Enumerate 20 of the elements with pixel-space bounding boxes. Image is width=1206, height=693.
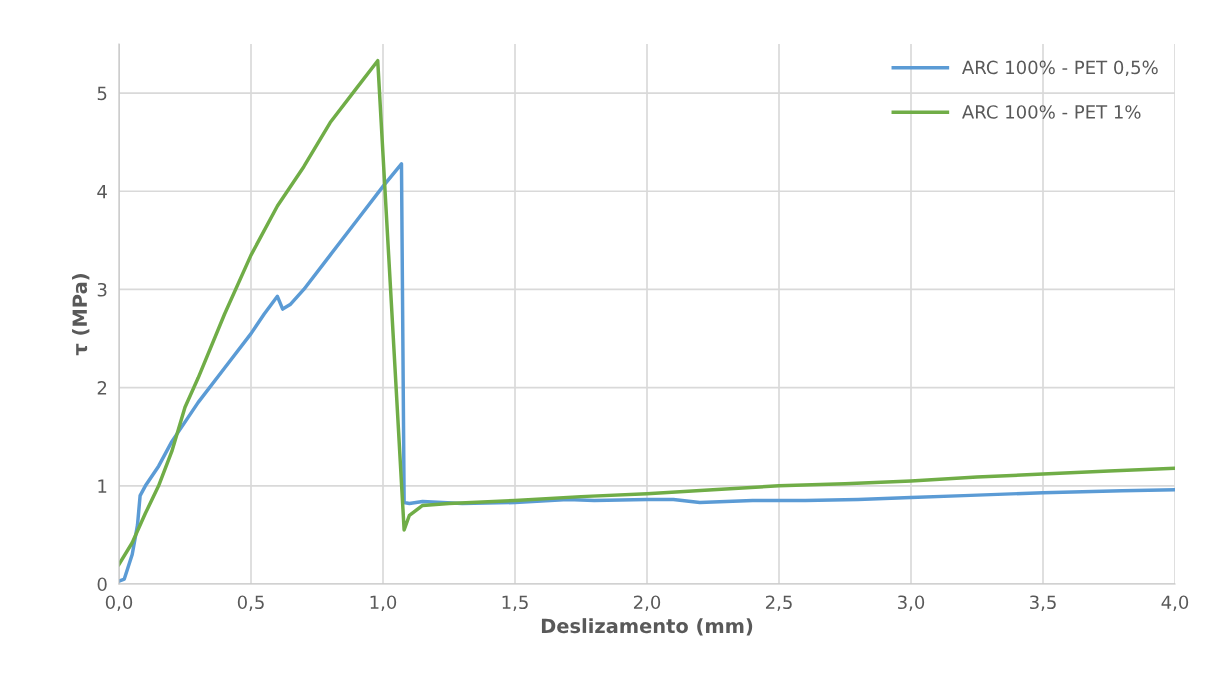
x-tick-label: 2,0	[633, 595, 661, 611]
x-tick-label: 0,5	[237, 595, 264, 611]
y-axis-title: τ (MPa)	[72, 274, 90, 356]
x-tick-label: 3,0	[898, 595, 925, 611]
y-tick-label: 0	[97, 577, 107, 592]
x-tick-label: 1,5	[502, 595, 528, 611]
x-tick-label: 4,0	[1161, 595, 1189, 611]
x-tick-label: 2,5	[765, 595, 792, 611]
x-tick-label: 3,5	[1030, 595, 1056, 611]
y-tick-label: 4	[97, 184, 107, 199]
x-tick-label: 0,0	[105, 595, 133, 611]
y-tick-label: 1	[98, 479, 107, 493]
y-tick-label: 5	[97, 86, 107, 101]
y-tick-label: 2	[97, 381, 107, 395]
x-tick-label: 1,0	[370, 595, 397, 611]
legend-label: ARC 100% - PET 0,5%	[962, 60, 1158, 77]
y-tick-label: 3	[97, 282, 107, 297]
legend-label: ARC 100% - PET 1%	[962, 105, 1141, 119]
x-axis-title: Deslizamento (mm)	[541, 618, 753, 636]
line-series	[119, 58, 1175, 567]
